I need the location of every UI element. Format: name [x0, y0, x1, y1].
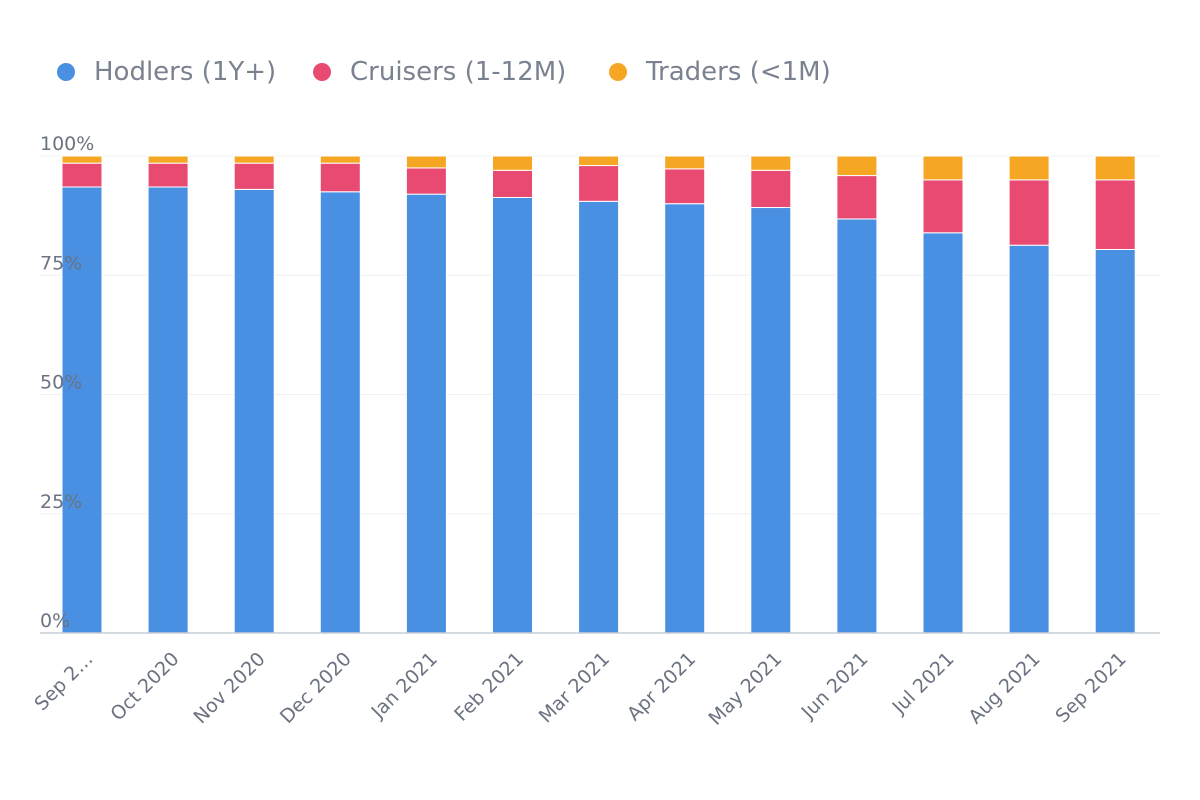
bar-segment[interactable]: [578, 200, 620, 634]
bar-segment[interactable]: [61, 162, 103, 188]
legend-label-3[interactable]: Traders (<1M): [645, 57, 831, 87]
bar-segment[interactable]: [1094, 248, 1136, 634]
bar-segment[interactable]: [664, 155, 706, 170]
y-tick-label: 75%: [40, 252, 82, 274]
bar-segment[interactable]: [405, 155, 447, 169]
bar-segment[interactable]: [836, 155, 878, 177]
bar-segment[interactable]: [319, 191, 361, 634]
bar-segment[interactable]: [405, 193, 447, 634]
x-tick-label: Oct 2020: [106, 648, 183, 725]
x-tick-label: Mar 2021: [535, 648, 614, 727]
bar-segment[interactable]: [319, 155, 361, 164]
x-tick-label: May 2021: [705, 648, 787, 730]
y-tick-label: 50%: [40, 372, 82, 394]
x-tick-label: Apr 2021: [623, 648, 700, 725]
chart-legend[interactable]: Hodlers (1Y+) Cruisers (1-12M) Traders (<1…: [57, 57, 831, 87]
x-tick-label: Jun 2021: [797, 648, 873, 724]
x-axis-ticks: Sep 2… Oct 2020 Nov 2020 Dec 2020 Jan 2021 Fe…: [30, 648, 1130, 730]
y-tick-label: 100%: [40, 133, 94, 155]
bar-segment[interactable]: [922, 232, 964, 634]
x-tick-label: Jul 2021: [888, 648, 959, 719]
bar-segment[interactable]: [61, 155, 103, 164]
bar-segment[interactable]: [578, 165, 620, 202]
chart-bars: [61, 155, 1136, 634]
bar-segment[interactable]: [578, 155, 620, 167]
bar-segment[interactable]: [750, 207, 792, 634]
bar-segment[interactable]: [1094, 179, 1136, 250]
bar-segment[interactable]: [836, 218, 878, 634]
y-tick-label: 0%: [40, 610, 70, 632]
bar-segment[interactable]: [492, 196, 533, 634]
bar-segment[interactable]: [750, 169, 792, 209]
bar-segment[interactable]: [922, 155, 964, 181]
bar-segment[interactable]: [1008, 155, 1050, 181]
bar-segment[interactable]: [1008, 244, 1050, 634]
bar-segment[interactable]: [664, 168, 706, 205]
legend-marker-1[interactable]: [57, 63, 75, 81]
bar-segment[interactable]: [319, 162, 361, 193]
x-tick-label: Jan 2021: [366, 648, 441, 723]
bar-segment[interactable]: [233, 155, 275, 164]
bar-segment[interactable]: [233, 162, 275, 190]
bar-segment[interactable]: [405, 167, 447, 195]
legend-label-2[interactable]: Cruisers (1-12M): [350, 57, 566, 87]
bar-segment[interactable]: [233, 188, 275, 634]
x-tick-label: Sep 2021: [1051, 648, 1130, 727]
bar-segment[interactable]: [1094, 155, 1136, 181]
x-tick-label: Nov 2020: [189, 648, 269, 728]
bar-segment[interactable]: [1008, 179, 1050, 246]
x-tick-label: Aug 2021: [964, 648, 1044, 728]
bar-segment[interactable]: [61, 186, 103, 634]
bar-segment[interactable]: [750, 155, 792, 171]
bar-segment[interactable]: [664, 203, 706, 634]
bar-segment[interactable]: [147, 186, 189, 634]
bar-segment[interactable]: [492, 155, 533, 171]
legend-marker-2[interactable]: [313, 63, 331, 81]
bar-segment[interactable]: [836, 175, 878, 220]
y-axis-ticks: 0% 25% 50% 75% 100%: [40, 133, 94, 632]
legend-marker-3[interactable]: [609, 63, 627, 81]
y-tick-label: 25%: [40, 491, 82, 513]
x-tick-label: Dec 2020: [276, 648, 356, 728]
bar-segment[interactable]: [922, 179, 964, 234]
x-tick-label: Sep 2…: [30, 648, 97, 715]
legend-label-1[interactable]: Hodlers (1Y+): [94, 57, 276, 87]
x-tick-label: Feb 2021: [450, 648, 528, 726]
bar-segment[interactable]: [147, 162, 189, 188]
bar-segment[interactable]: [147, 155, 189, 164]
bar-segment[interactable]: [492, 169, 533, 198]
